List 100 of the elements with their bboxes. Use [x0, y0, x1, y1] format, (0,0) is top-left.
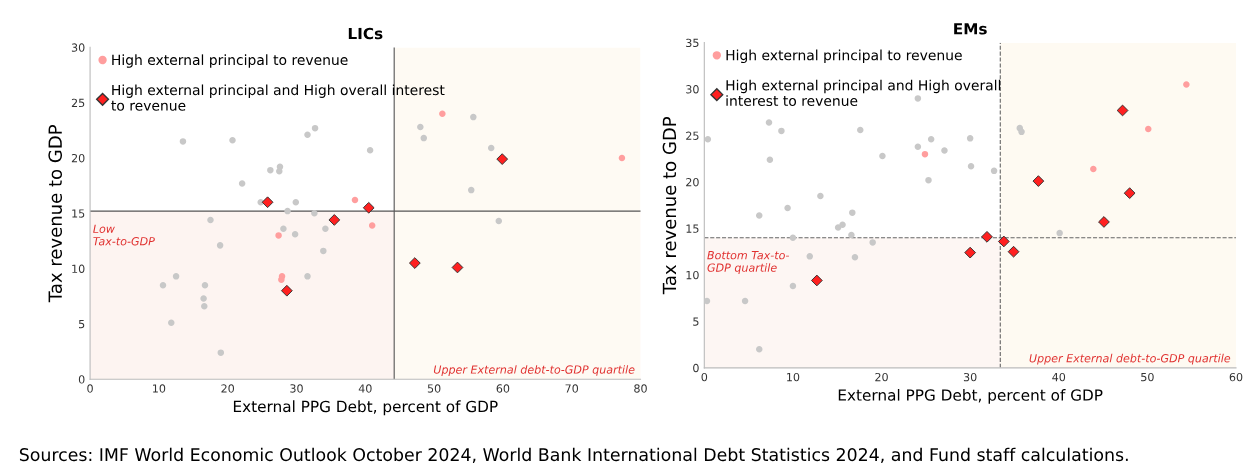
y-tick-label: 30: [686, 85, 699, 94]
y-tick-label: 35: [686, 38, 699, 48]
point: [487, 144, 495, 152]
point: [172, 273, 180, 280]
x-tick-label: 10: [153, 384, 166, 393]
y-tick-label: 20: [71, 153, 85, 163]
point: [217, 349, 225, 356]
point: [778, 127, 785, 135]
x-tick-label: 50: [427, 384, 441, 393]
band-label: Upper External debt-to-GDP quartile: [1029, 353, 1231, 365]
y-tick-label: 25: [71, 98, 85, 108]
y-tick-label: 15: [686, 224, 699, 233]
y-tick-label: 5: [79, 320, 85, 329]
chart-title: LICs: [348, 27, 383, 40]
point: [966, 135, 974, 142]
point: [784, 204, 791, 212]
point: [470, 113, 477, 121]
point: [292, 198, 300, 206]
legend-label: High external principal and High overall interest to revenue: [726, 79, 1001, 107]
point: [467, 186, 475, 194]
point: [857, 126, 864, 134]
point: [839, 221, 846, 229]
point: [280, 225, 287, 233]
point: [1183, 81, 1190, 88]
x-tick-label: 20: [221, 384, 235, 393]
x-tick-label: 70: [565, 384, 579, 393]
point: [439, 110, 446, 118]
x-tick-label: 0: [701, 372, 708, 382]
point: [967, 162, 975, 170]
point: [322, 225, 329, 233]
band-label: Low Tax-to-GDP: [93, 224, 155, 246]
point: [366, 147, 374, 154]
point: [941, 147, 948, 154]
point: [869, 239, 876, 246]
point: [1090, 165, 1097, 173]
point: [756, 212, 763, 219]
y-tick-label: 20: [686, 177, 699, 187]
source-note: Sources: IMF World Economic Outlook October 2024, World Bank International Debt Statistics 2024, and Fund staff calculations.: [19, 447, 1128, 463]
point: [879, 152, 886, 160]
point: [291, 231, 299, 238]
point: [351, 196, 359, 204]
point: [284, 207, 291, 215]
x-tick-label: 10: [787, 372, 800, 382]
point: [238, 180, 246, 187]
point: [1056, 229, 1063, 237]
x-tick-label: 30: [963, 372, 977, 382]
band-label: Upper External debt-to-GDP quartile: [433, 365, 635, 376]
y-tick-label: 15: [72, 209, 85, 218]
point: [201, 281, 209, 289]
point: [806, 253, 814, 260]
x-axis-title: External PPG Debt, percent of GDP: [233, 400, 498, 416]
point: [1018, 128, 1025, 136]
point: [789, 234, 797, 242]
legend-label: High external principal and High overall interest to revenue: [111, 84, 445, 111]
point: [201, 302, 208, 310]
point: [200, 295, 207, 302]
point: [921, 150, 929, 158]
point: [704, 136, 712, 143]
point: [207, 216, 214, 224]
x-tick-label: 40: [358, 384, 372, 393]
point: [925, 176, 932, 184]
point: [179, 138, 187, 145]
point: [849, 209, 856, 216]
point: [704, 297, 711, 305]
y-tick-label: 30: [71, 43, 85, 52]
point: [927, 136, 935, 143]
point: [159, 281, 167, 289]
y-axis-title: Tax revenue to GDP: [48, 125, 63, 303]
x-axis-title: External PPG Debt, percent of GDP: [838, 388, 1103, 404]
point: [1145, 125, 1152, 133]
point: [990, 167, 998, 175]
point: [817, 192, 824, 200]
point: [311, 124, 319, 132]
point: [311, 210, 318, 217]
x-tick-label: 0: [87, 384, 93, 393]
point: [304, 131, 311, 139]
point: [420, 134, 428, 142]
point: [368, 222, 376, 229]
legend-label: High external principal to revenue: [112, 54, 348, 68]
point: [267, 166, 274, 174]
x-tick-label: 30: [290, 384, 303, 393]
point: [320, 247, 327, 255]
point: [168, 319, 175, 327]
point: [756, 345, 763, 353]
y-tick-label: 10: [686, 270, 699, 280]
point: [766, 156, 774, 163]
x-tick-label: 80: [634, 384, 647, 393]
point: [495, 217, 503, 225]
point: [914, 143, 922, 150]
point: [851, 254, 859, 261]
x-tick-label: 60: [496, 384, 510, 393]
point: [216, 242, 224, 249]
point: [741, 297, 749, 305]
point: [276, 168, 283, 175]
x-tick-label: 20: [875, 372, 888, 382]
point: [618, 154, 626, 162]
legend-label: High external principal to revenue: [726, 49, 962, 64]
x-tick-label: 60: [1229, 372, 1243, 382]
point: [304, 273, 311, 280]
x-tick-label: 40: [1052, 372, 1066, 382]
